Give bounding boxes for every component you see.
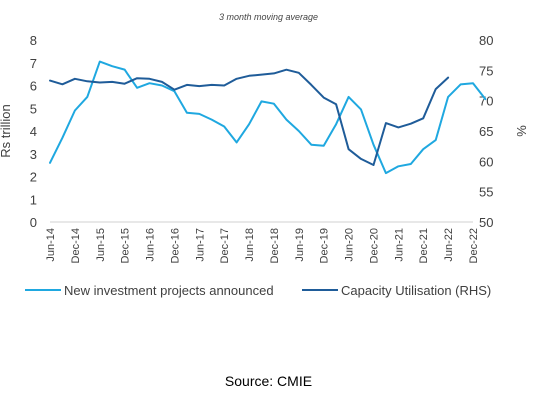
right-y-tick-label: 55 bbox=[479, 185, 493, 200]
series-line-capacity-utilisation bbox=[49, 68, 450, 166]
right-y-tick-label: 70 bbox=[479, 94, 493, 109]
chart-series bbox=[49, 60, 487, 175]
chart-legend: New investment projects announced Capaci… bbox=[25, 283, 491, 298]
x-tick-label: Dec-20 bbox=[368, 228, 380, 263]
right-y-tick-label: 80 bbox=[479, 33, 493, 48]
x-tick-label: Dec-22 bbox=[468, 228, 480, 263]
right-y-axis-title: % bbox=[514, 125, 529, 137]
x-tick-label: Dec-15 bbox=[120, 228, 132, 263]
series-line-new-investment bbox=[49, 60, 487, 175]
legend-label-capacity-utilisation: Capacity Utilisation (RHS) bbox=[341, 283, 491, 298]
left-y-axis-ticks: 0 1 2 3 4 5 6 7 8 bbox=[30, 33, 37, 230]
x-tick-label: Jun-20 bbox=[344, 228, 356, 262]
right-y-axis-ticks: 50 55 60 65 70 75 80 bbox=[479, 33, 493, 230]
x-axis-ticks: Jun-14 Dec-14 Jun-15 Dec-15 Jun-16 Dec-16 Jun-… bbox=[45, 228, 480, 263]
left-y-tick-label: 1 bbox=[30, 192, 37, 207]
x-tick-label: Dec-16 bbox=[169, 228, 181, 263]
right-y-tick-label: 50 bbox=[479, 215, 493, 230]
source-note: Source: CMIE bbox=[224, 373, 313, 389]
legend-label-new-investment: New investment projects announced bbox=[64, 283, 274, 298]
x-tick-label: Jun-22 bbox=[443, 228, 455, 262]
left-y-tick-label: 2 bbox=[30, 170, 37, 185]
right-y-tick-label: 60 bbox=[479, 154, 493, 169]
x-tick-label: Dec-21 bbox=[418, 228, 430, 263]
x-tick-label: Dec-18 bbox=[269, 228, 281, 263]
x-tick-label: Jun-15 bbox=[95, 228, 107, 262]
left-y-tick-label: 5 bbox=[30, 101, 37, 116]
right-y-tick-label: 65 bbox=[479, 124, 493, 139]
x-tick-label: Jun-19 bbox=[294, 228, 306, 262]
x-tick-label: Dec-14 bbox=[70, 228, 82, 263]
left-y-tick-label: 6 bbox=[30, 79, 37, 94]
right-y-tick-label: 75 bbox=[479, 63, 493, 78]
x-tick-label: Jun-21 bbox=[393, 228, 405, 262]
left-y-tick-label: 8 bbox=[30, 33, 37, 48]
chart-subtitle: 3 month moving average bbox=[218, 12, 319, 22]
left-y-tick-label: 0 bbox=[30, 215, 37, 230]
x-tick-label: Jun-18 bbox=[244, 228, 256, 262]
left-y-axis-title: Rs trillion bbox=[0, 104, 13, 157]
left-y-tick-label: 4 bbox=[30, 124, 37, 139]
left-y-tick-label: 7 bbox=[30, 56, 37, 71]
x-tick-label: Jun-14 bbox=[45, 228, 57, 262]
x-tick-label: Jun-16 bbox=[145, 228, 157, 262]
x-tick-label: Jun-17 bbox=[194, 228, 206, 262]
left-y-tick-label: 3 bbox=[30, 147, 37, 162]
x-tick-label: Dec-17 bbox=[219, 228, 231, 263]
x-tick-label: Dec-19 bbox=[319, 228, 331, 263]
